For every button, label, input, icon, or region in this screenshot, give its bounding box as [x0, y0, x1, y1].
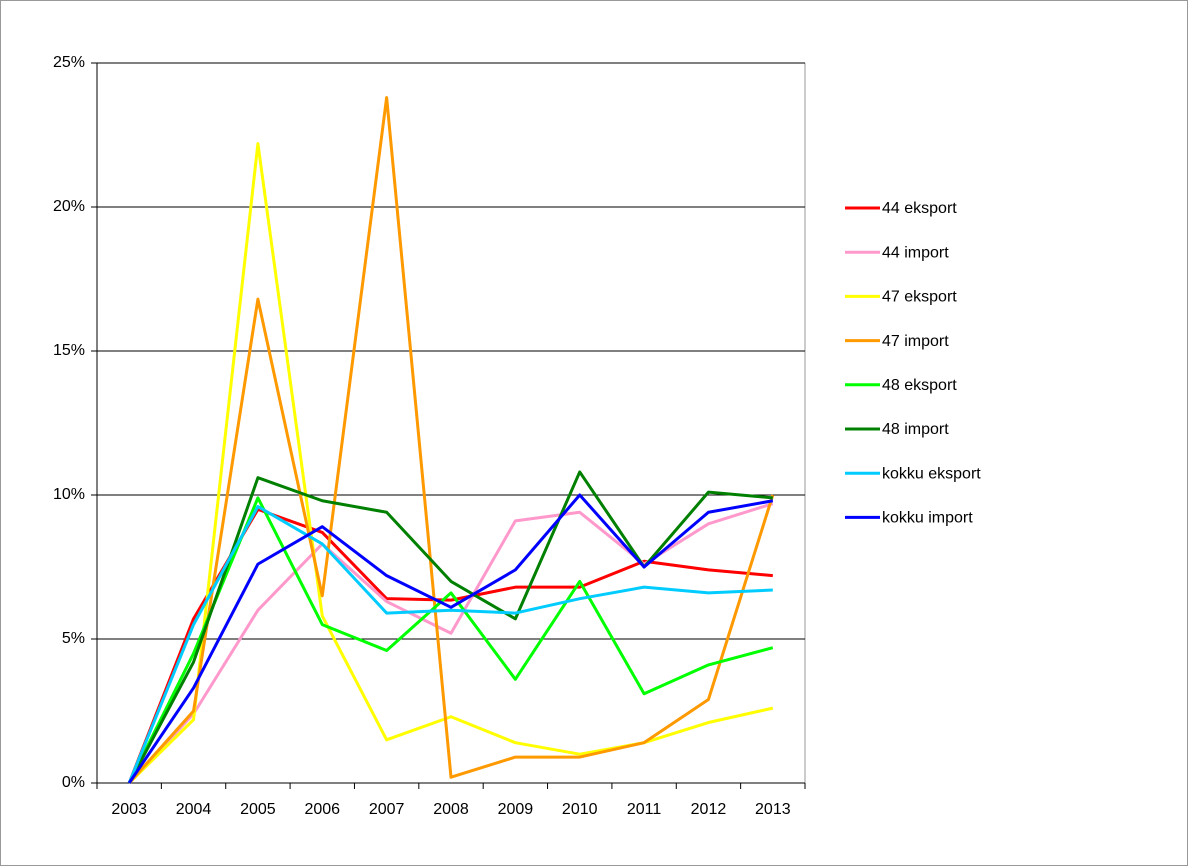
series-line [127, 505, 773, 784]
x-tick-label: 2010 [562, 801, 598, 818]
y-tick-label: 25% [53, 54, 85, 71]
x-tick-label: 2006 [304, 801, 340, 818]
y-tick-label: 0% [62, 774, 85, 791]
y-tick-label: 15% [53, 342, 85, 359]
y-tick-label: 20% [53, 198, 85, 215]
legend-label: 47 eksport [882, 289, 957, 306]
legend-label: 48 import [882, 421, 949, 438]
legend-label: kokku import [882, 510, 973, 527]
x-tick-label: 2008 [433, 801, 469, 818]
x-tick-label: 2003 [111, 801, 147, 818]
y-tick-label: 10% [53, 486, 85, 503]
x-tick-label: 2012 [691, 801, 727, 818]
legend-label: 48 eksport [882, 377, 957, 394]
series-line [127, 496, 774, 784]
series-line [128, 96, 775, 784]
x-tick-label: 2007 [369, 801, 405, 818]
legend-label: 47 import [882, 333, 949, 350]
series-line [128, 142, 774, 785]
x-tick-label: 2005 [240, 801, 276, 818]
legend-label: 44 eksport [882, 200, 957, 217]
series-line [127, 470, 773, 784]
legend-label: kokku eksport [882, 465, 981, 482]
x-tick-label: 2011 [627, 801, 662, 818]
x-tick-label: 2009 [498, 801, 534, 818]
legend-label: 44 import [882, 244, 949, 261]
y-tick-label: 5% [62, 630, 85, 647]
x-tick-label: 2013 [755, 801, 791, 818]
series-line [127, 493, 774, 784]
x-tick-label: 2004 [176, 801, 212, 818]
